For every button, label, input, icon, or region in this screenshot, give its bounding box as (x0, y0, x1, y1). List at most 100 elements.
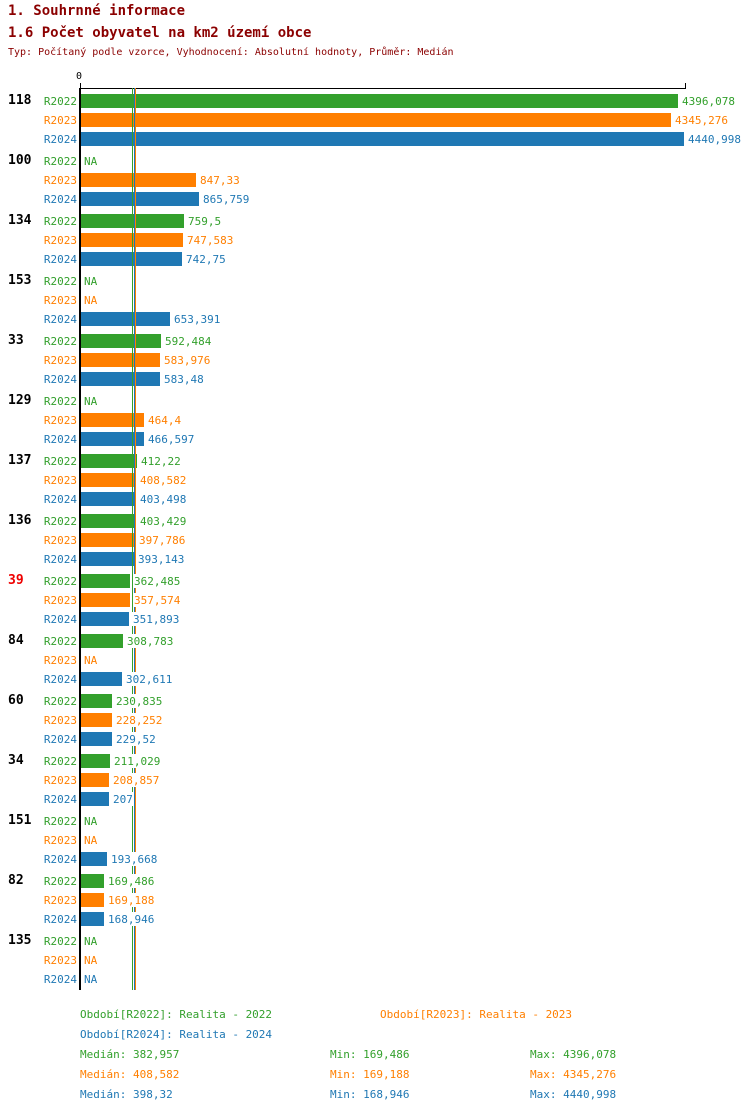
row-label-151-r2022: R2022 (43, 815, 77, 828)
row-label-82-r2024: R2024 (43, 913, 77, 926)
median-line-r2023 (135, 88, 136, 990)
value-label-136-r2022: 403,429 (139, 514, 188, 528)
group-label-84: 84 (8, 633, 24, 648)
value-label-34-r2023: 208,857 (112, 773, 161, 787)
value-label-34-r2022: 211,029 (113, 754, 162, 768)
bar-118-r2023 (81, 113, 671, 127)
value-label-39-r2022: 362,485 (133, 574, 182, 588)
value-label-60-r2024: 229,52 (115, 732, 157, 746)
group-label-33: 33 (8, 333, 24, 348)
row-label-137-r2022: R2022 (43, 455, 77, 468)
row-label-135-r2023: R2023 (43, 954, 77, 967)
row-label-33-r2023: R2023 (43, 354, 77, 367)
stat-min-r2024: Min: 168,946 (330, 1088, 410, 1101)
bar-39-r2022 (81, 574, 130, 588)
row-label-34-r2024: R2024 (43, 793, 77, 806)
value-label-118-r2023: 4345,276 (674, 113, 729, 127)
row-label-84-r2023: R2023 (43, 654, 77, 667)
bar-137-r2023 (81, 473, 136, 487)
value-label-118-r2022: 4396,078 (681, 94, 736, 108)
row-label-118-r2022: R2022 (43, 95, 77, 108)
value-label-129-r2023: 464,4 (147, 413, 183, 427)
bar-33-r2023 (81, 353, 160, 367)
bar-136-r2024 (81, 552, 134, 566)
value-na-153-r2023: NA (84, 294, 98, 307)
value-na-84-r2023: NA (84, 654, 98, 667)
row-label-153-r2024: R2024 (43, 313, 77, 326)
value-label-134-r2023: 747,583 (186, 233, 235, 247)
value-label-100-r2024: 865,759 (202, 192, 251, 206)
bar-39-r2023 (81, 593, 130, 607)
bar-137-r2022 (81, 454, 137, 468)
value-label-60-r2022: 230,835 (115, 694, 164, 708)
row-label-153-r2023: R2023 (43, 294, 77, 307)
value-label-39-r2024: 351,893 (132, 612, 181, 626)
value-na-135-r2023: NA (84, 954, 98, 967)
row-label-135-r2024: R2024 (43, 973, 77, 986)
value-label-39-r2023: 357,574 (133, 593, 182, 607)
row-label-100-r2024: R2024 (43, 193, 77, 206)
value-label-151-r2024: 193,668 (110, 852, 159, 866)
group-label-136: 136 (8, 513, 32, 528)
value-label-137-r2023: 408,582 (139, 473, 188, 487)
bar-60-r2022 (81, 694, 112, 708)
value-label-33-r2024: 583,48 (163, 372, 205, 386)
report-section-title: 1. Souhrnné informace (8, 3, 186, 19)
value-label-33-r2022: 592,484 (164, 334, 213, 348)
value-na-135-r2024: NA (84, 973, 98, 986)
row-label-136-r2022: R2022 (43, 515, 77, 528)
x-axis-line (80, 88, 686, 89)
value-label-82-r2024: 168,946 (107, 912, 156, 926)
median-line-r2024 (134, 88, 135, 990)
value-label-136-r2023: 397,786 (138, 533, 187, 547)
value-label-100-r2023: 847,33 (199, 173, 241, 187)
row-label-135-r2022: R2022 (43, 935, 77, 948)
row-label-100-r2023: R2023 (43, 174, 77, 187)
bar-60-r2023 (81, 713, 112, 727)
group-label-153: 153 (8, 273, 32, 288)
row-label-129-r2024: R2024 (43, 433, 77, 446)
row-label-100-r2022: R2022 (43, 155, 77, 168)
row-label-136-r2024: R2024 (43, 553, 77, 566)
bar-118-r2024 (81, 132, 684, 146)
value-label-84-r2024: 302,611 (125, 672, 174, 686)
bar-60-r2024 (81, 732, 112, 746)
value-label-134-r2024: 742,75 (185, 252, 227, 266)
value-na-100-r2022: NA (84, 155, 98, 168)
value-na-129-r2022: NA (84, 395, 98, 408)
value-na-151-r2023: NA (84, 834, 98, 847)
group-label-151: 151 (8, 813, 32, 828)
stat-min-r2022: Min: 169,486 (330, 1048, 410, 1061)
row-label-33-r2024: R2024 (43, 373, 77, 386)
bar-82-r2022 (81, 874, 104, 888)
row-label-134-r2022: R2022 (43, 215, 77, 228)
value-label-134-r2022: 759,5 (187, 214, 223, 228)
row-label-34-r2023: R2023 (43, 774, 77, 787)
bar-34-r2022 (81, 754, 110, 768)
bar-151-r2024 (81, 852, 107, 866)
bar-39-r2024 (81, 612, 129, 626)
bar-129-r2023 (81, 413, 144, 427)
value-label-118-r2024: 4440,998 (687, 132, 742, 146)
value-label-82-r2023: 169,188 (107, 893, 156, 907)
value-label-84-r2022: 308,783 (126, 634, 175, 648)
group-label-39: 39 (8, 573, 24, 588)
bar-137-r2024 (81, 492, 136, 506)
stat-median-r2023: Medián: 408,582 (80, 1068, 180, 1081)
row-label-129-r2022: R2022 (43, 395, 77, 408)
bar-84-r2022 (81, 634, 123, 648)
row-label-60-r2024: R2024 (43, 733, 77, 746)
group-label-118: 118 (8, 93, 32, 108)
x-axis-end-tick (685, 83, 686, 88)
bar-118-r2022 (81, 94, 678, 108)
group-label-82: 82 (8, 873, 24, 888)
chart-meta-text: Typ: Počítaný podle vzorce, Vyhodnocení:… (8, 47, 454, 58)
chart-title: 1.6 Počet obyvatel na km2 území obce (8, 25, 312, 41)
row-label-134-r2024: R2024 (43, 253, 77, 266)
stat-median-r2024: Medián: 398,32 (80, 1088, 173, 1101)
value-label-137-r2024: 403,498 (139, 492, 188, 506)
stat-median-r2022: Medián: 382,957 (80, 1048, 180, 1061)
bar-100-r2024 (81, 192, 199, 206)
x-axis-zero-tick (80, 83, 81, 88)
row-label-134-r2023: R2023 (43, 234, 77, 247)
